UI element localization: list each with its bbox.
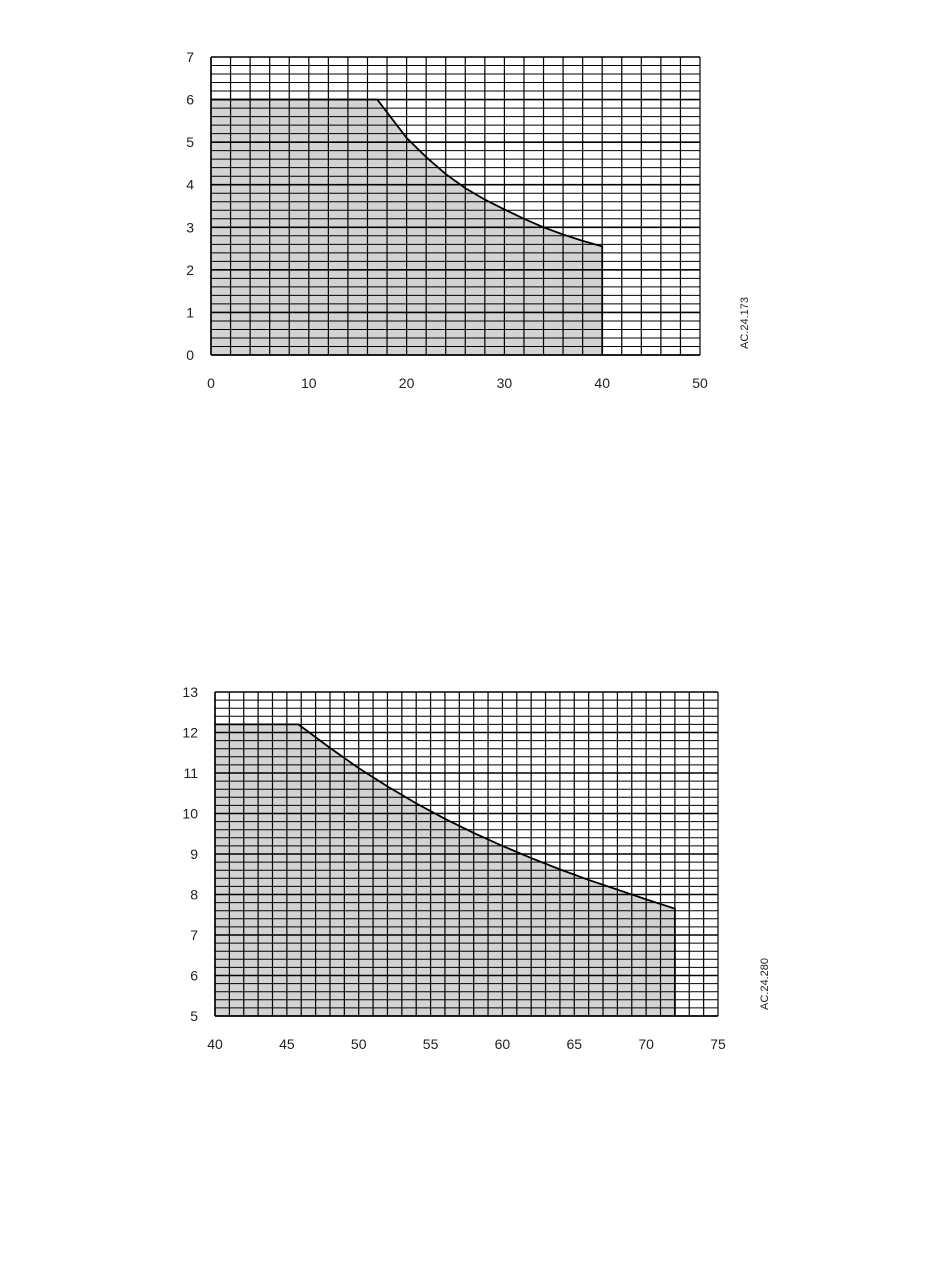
x-tick-label: 10 [301,375,317,391]
y-tick-label: 11 [183,765,198,781]
envelope-line [215,723,676,1016]
chart-upper: 0 10 20 30 40 50 0 1 2 3 4 5 6 7 AC.24.173 [186,49,751,391]
y-tick-label: 5 [186,134,194,150]
x-tick-label: 75 [710,1036,726,1052]
figure-code: AC.24.280 [759,958,771,1010]
y-tick-label: 1 [186,304,194,320]
grid-vertical [214,692,719,1016]
y-tick-label: 7 [186,49,194,65]
x-tick-label: 60 [495,1036,511,1052]
y-tick-label: 3 [186,219,194,235]
x-tick-label: 50 [351,1036,367,1052]
y-tick-label: 8 [190,887,198,903]
figure-code: AC.24.173 [739,297,751,349]
y-tick-label: 2 [186,262,194,278]
y-tick-label: 0 [186,347,194,363]
y-tick-label: 4 [186,177,194,193]
x-tick-label: 30 [497,375,513,391]
y-tick-label: 6 [186,92,194,108]
y-tick-label: 5 [190,1008,198,1024]
x-tick-label: 55 [423,1036,439,1052]
x-tick-label: 70 [638,1036,654,1052]
y-tick-label: 12 [182,725,198,741]
x-tick-label: 65 [566,1036,582,1052]
y-tick-label: 9 [190,846,198,862]
x-tick-label: 50 [692,375,708,391]
y-tick-label: 6 [190,968,198,984]
x-tick-label: 40 [594,375,610,391]
envelope-line [211,98,604,355]
x-tick-label: 45 [279,1036,295,1052]
y-tick-label: 13 [182,684,198,700]
y-tick-label: 7 [190,927,198,943]
chart-lower: 40 45 50 55 60 65 70 75 5 6 7 8 9 10 11 12 13 AC.24.280 [182,684,771,1052]
x-tick-label: 40 [207,1036,223,1052]
y-tick-label: 10 [182,806,198,822]
grid-horizontal [211,56,700,356]
x-tick-label: 0 [207,375,215,391]
x-tick-label: 20 [399,375,415,391]
grid-horizontal [215,691,718,1017]
